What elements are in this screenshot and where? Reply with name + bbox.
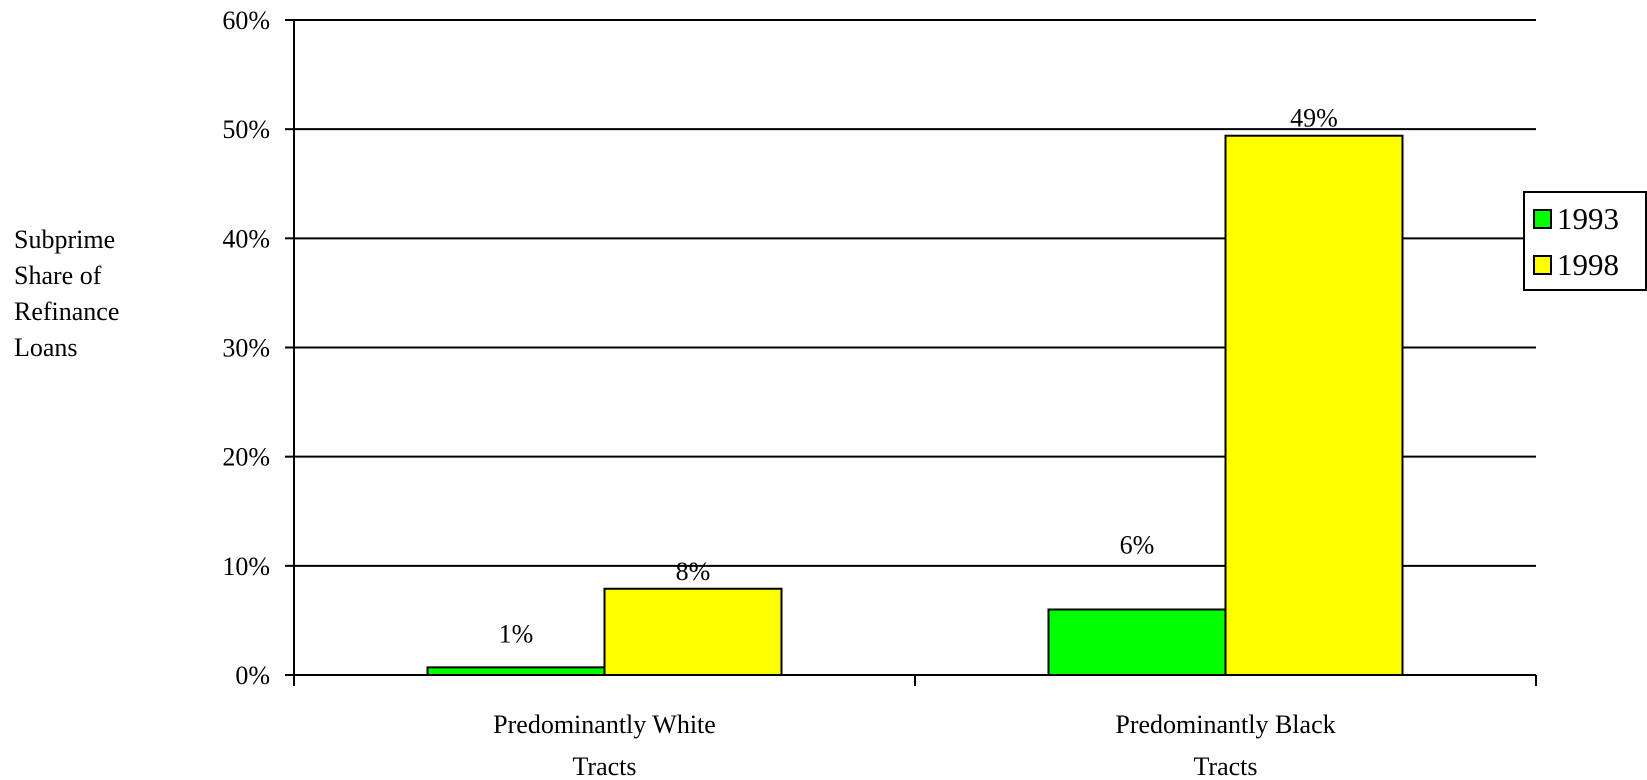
x-tick-label-line: Tracts bbox=[1193, 752, 1257, 780]
x-tick-label-line: Tracts bbox=[572, 752, 636, 780]
legend-label: 1993 bbox=[1557, 201, 1619, 236]
data-labels: 1% 8% 6% 49% bbox=[499, 104, 1338, 649]
bar-1998-white bbox=[603, 587, 783, 677]
y-axis-title-line: Loans bbox=[14, 333, 78, 362]
legend-item-1998: 1998 bbox=[1533, 247, 1619, 283]
x-tick-label-line: Predominantly Black bbox=[1115, 710, 1335, 739]
bar-1993-white bbox=[426, 666, 606, 677]
legend-item-1993: 1993 bbox=[1533, 201, 1619, 237]
bars bbox=[426, 134, 1404, 677]
y-axis-title-line: Share of bbox=[14, 261, 102, 290]
y-tick-label: 50% bbox=[222, 115, 270, 144]
bar-1998-black bbox=[1224, 134, 1404, 676]
data-label: 49% bbox=[1290, 104, 1338, 133]
y-tick-label: 30% bbox=[222, 334, 270, 363]
y-tick-label: 20% bbox=[222, 443, 270, 472]
axes bbox=[293, 19, 1537, 686]
data-label: 1% bbox=[499, 619, 534, 648]
x-tick-label: Predominantly Black Tracts bbox=[1115, 710, 1335, 780]
y-tick-label: 60% bbox=[222, 6, 270, 35]
y-tick-label: 10% bbox=[222, 552, 270, 581]
data-label: 6% bbox=[1120, 531, 1155, 560]
y-tick-label: 40% bbox=[222, 224, 270, 253]
x-tick-label-line: Predominantly White bbox=[493, 710, 716, 739]
y-tick-label: 0% bbox=[235, 661, 270, 690]
y-axis-ticks: 0% 10% 20% 30% 40% 50% 60% bbox=[222, 6, 294, 690]
legend-label: 1998 bbox=[1557, 247, 1619, 282]
y-axis-title-line: Subprime bbox=[14, 225, 116, 254]
bar-1993-black bbox=[1047, 608, 1227, 676]
legend-swatch-1998 bbox=[1533, 255, 1552, 275]
data-label: 8% bbox=[676, 557, 711, 586]
legend: 1993 1998 bbox=[1523, 191, 1647, 291]
x-tick-label: Predominantly White Tracts bbox=[493, 710, 716, 780]
y-axis-title: Subprime Share of Refinance Loans bbox=[14, 222, 119, 366]
legend-swatch-1993 bbox=[1533, 209, 1552, 229]
y-axis-title-line: Refinance bbox=[14, 297, 120, 326]
